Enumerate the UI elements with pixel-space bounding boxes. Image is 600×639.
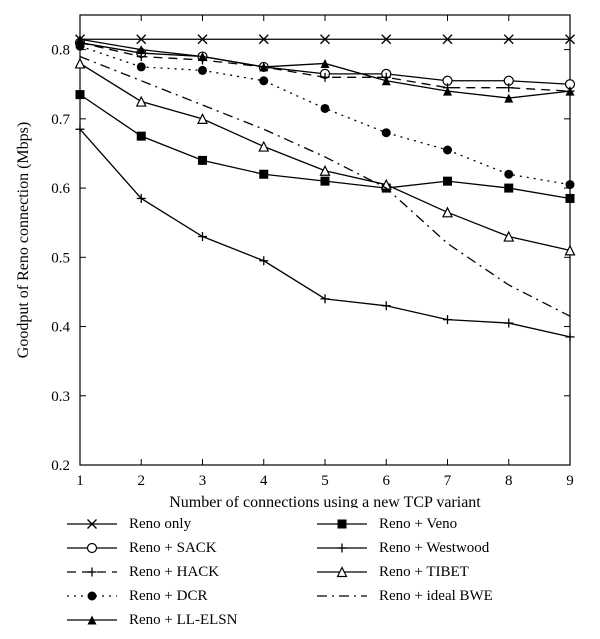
legend-swatch-reno_westwood — [315, 538, 369, 558]
legend-item-reno_veno: Reno + Veno — [315, 512, 493, 536]
legend-item-reno_hack: Reno + HACK — [65, 560, 237, 584]
svg-text:5: 5 — [321, 473, 329, 489]
y-axis-label: Goodput of Reno connection (Mbps) — [15, 122, 32, 358]
legend-swatch-reno_only — [65, 514, 119, 534]
svg-text:0.4: 0.4 — [51, 320, 70, 336]
series-reno_llelsn — [76, 35, 575, 103]
svg-text:0.8: 0.8 — [51, 43, 70, 59]
svg-text:4: 4 — [260, 473, 268, 489]
legend-item-reno_westwood: Reno + Westwood — [315, 536, 493, 560]
legend-label-reno_westwood: Reno + Westwood — [379, 540, 489, 557]
legend-swatch-reno_hack — [65, 562, 119, 582]
svg-text:1: 1 — [76, 473, 84, 489]
svg-text:2: 2 — [138, 473, 146, 489]
svg-text:0.2: 0.2 — [51, 458, 70, 474]
svg-text:7: 7 — [444, 473, 452, 489]
legend-label-reno_idealbwe: Reno + ideal BWE — [379, 588, 493, 605]
x-axis-label: Number of connections using a new TCP va… — [169, 494, 481, 508]
svg-text:6: 6 — [383, 473, 391, 489]
legend-item-reno_only: Reno only — [65, 512, 237, 536]
svg-text:0.5: 0.5 — [51, 250, 70, 266]
legend-label-reno_sack: Reno + SACK — [129, 540, 217, 557]
legend-label-reno_dcr: Reno + DCR — [129, 588, 207, 605]
svg-text:0.3: 0.3 — [51, 389, 70, 405]
svg-text:8: 8 — [505, 473, 513, 489]
legend-item-reno_llelsn: Reno + LL-ELSN — [65, 608, 237, 632]
legend-item-reno_tibet: Reno + TIBET — [315, 560, 493, 584]
svg-text:0.7: 0.7 — [51, 112, 70, 128]
legend-label-reno_veno: Reno + Veno — [379, 516, 457, 533]
legend-label-reno_tibet: Reno + TIBET — [379, 564, 469, 581]
legend-column-1: Reno only Reno + SACK Reno + HACK Reno + DC… — [65, 512, 237, 632]
legend-label-reno_hack: Reno + HACK — [129, 564, 219, 581]
legend-swatch-reno_dcr — [65, 586, 119, 606]
svg-text:3: 3 — [199, 473, 207, 489]
figure-container: { "chart": { "type": "line", "width_px":… — [0, 0, 600, 639]
legend-label-reno_llelsn: Reno + LL-ELSN — [129, 612, 237, 629]
series-reno_only — [76, 35, 575, 44]
legend-swatch-reno_sack — [65, 538, 119, 558]
legend-swatch-reno_tibet — [315, 562, 369, 582]
legend-item-reno_sack: Reno + SACK — [65, 536, 237, 560]
legend-item-reno_dcr: Reno + DCR — [65, 584, 237, 608]
svg-text:0.6: 0.6 — [51, 181, 70, 197]
line-chart: 1 2 3 4 5 6 7 8 9 0.2 0.3 0.4 0.5 0.6 0.7 0.8 Number of … — [0, 0, 600, 508]
legend-swatch-reno_veno — [315, 514, 369, 534]
legend: Reno only Reno + SACK Reno + HACK Reno + DC… — [65, 512, 565, 632]
legend-swatch-reno_idealbwe — [315, 586, 369, 606]
legend-swatch-reno_llelsn — [65, 610, 119, 630]
legend-column-2: Reno + Veno Reno + Westwood Reno + TIBET Re… — [315, 512, 493, 608]
legend-item-reno_idealbwe: Reno + ideal BWE — [315, 584, 493, 608]
legend-label-reno_only: Reno only — [129, 516, 191, 533]
svg-text:9: 9 — [566, 473, 574, 489]
